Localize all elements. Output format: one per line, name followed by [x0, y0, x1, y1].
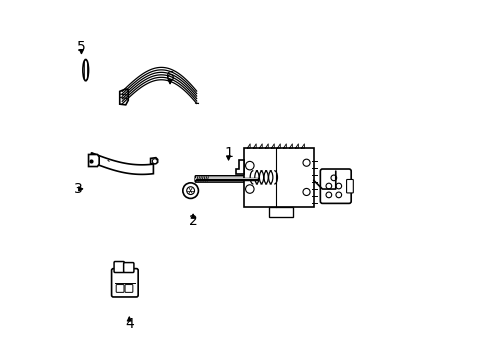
Circle shape [303, 188, 309, 195]
FancyBboxPatch shape [116, 284, 124, 292]
FancyBboxPatch shape [125, 284, 133, 292]
FancyBboxPatch shape [114, 261, 124, 273]
Text: 2: 2 [188, 214, 197, 228]
Ellipse shape [82, 59, 88, 81]
Circle shape [330, 175, 336, 181]
Circle shape [335, 192, 341, 198]
FancyBboxPatch shape [123, 262, 134, 273]
Polygon shape [91, 153, 153, 174]
FancyBboxPatch shape [346, 180, 353, 193]
Circle shape [325, 183, 331, 189]
Circle shape [325, 192, 331, 198]
Circle shape [303, 159, 309, 166]
FancyBboxPatch shape [195, 176, 257, 182]
FancyBboxPatch shape [244, 148, 313, 207]
Polygon shape [268, 207, 292, 217]
Polygon shape [235, 160, 244, 174]
Text: 4: 4 [124, 316, 133, 330]
Polygon shape [88, 154, 99, 167]
Polygon shape [150, 158, 157, 164]
Text: 3: 3 [73, 182, 82, 196]
FancyBboxPatch shape [320, 169, 350, 203]
Circle shape [245, 185, 254, 193]
Circle shape [245, 161, 254, 170]
Text: 1: 1 [224, 147, 232, 161]
Text: 6: 6 [165, 70, 174, 84]
Circle shape [186, 187, 194, 194]
FancyBboxPatch shape [111, 269, 138, 297]
Circle shape [335, 183, 341, 189]
Circle shape [183, 183, 198, 198]
Text: 5: 5 [77, 40, 86, 54]
Circle shape [152, 159, 157, 164]
Polygon shape [120, 89, 128, 105]
